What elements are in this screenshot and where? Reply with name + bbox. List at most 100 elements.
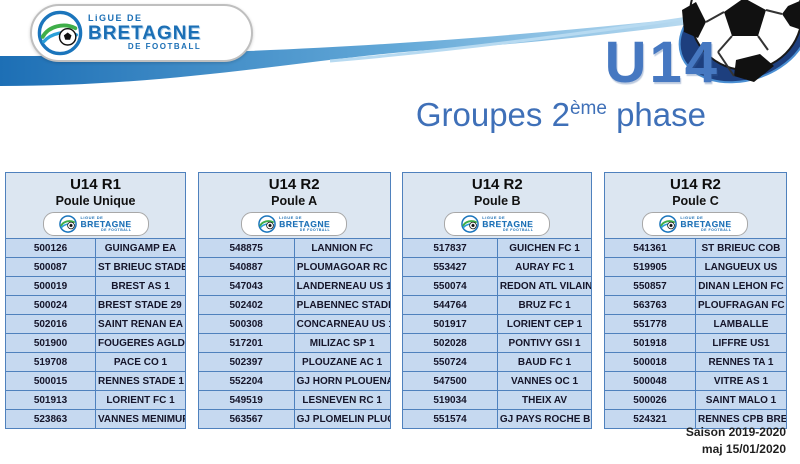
team-row: 551574 GJ PAYS ROCHE BERNARD 1 (402, 409, 593, 430)
team-row: 501917 LORIENT CEP 1 (402, 314, 593, 335)
team-code-cell: 563567 (197, 409, 295, 430)
team-row: 500019 BREST AS 1 (5, 276, 186, 297)
team-name-cell: GUINGAMP EA (95, 238, 186, 259)
team-row: 517837 GUICHEN FC 1 (402, 238, 593, 259)
logo-line-top: LiGUE DE (680, 215, 704, 221)
team-code-cell: 501917 (402, 314, 498, 335)
team-name-cell: RENNES TA 1 (694, 352, 787, 373)
logo-line-sub: DE FOOTBALL (127, 42, 202, 52)
table-title: U14 R2 (268, 176, 320, 193)
team-row: 500048 VITRE AS 1 (603, 371, 787, 392)
team-row: 551778 LAMBALLE (603, 314, 787, 335)
team-code-cell: 500126 (5, 238, 96, 259)
team-name-cell: LORIENT FC 1 (95, 390, 186, 411)
team-code-cell: 544764 (402, 295, 498, 316)
team-code-cell: 552204 (197, 371, 295, 392)
team-row: 500308 CONCARNEAU US 1 (197, 314, 391, 335)
footer: Saison 2019-2020 maj 15/01/2020 (686, 424, 786, 458)
team-row: 519708 PACE CO 1 (5, 352, 186, 373)
group-table: U14 R2 Poule A (197, 171, 391, 430)
team-name-cell: FOUGERES AGLD 1 (95, 333, 186, 354)
team-row: 500087 ST BRIEUC STADE (5, 257, 186, 278)
table-logo: LiGUE DE BRETAGNE DE FOOTBALL (642, 212, 749, 237)
team-code-cell: 548875 (197, 238, 295, 259)
table-logo: LiGUE DE BRETAGNE DE FOOTBALL (241, 212, 348, 237)
team-name-cell: LESNEVEN RC 1 (293, 390, 391, 411)
logo-line-top: LiGUE DE (88, 13, 143, 24)
table-title: U14 R2 (670, 176, 721, 193)
table-poule: Poule B (474, 194, 521, 209)
team-code-cell: 523863 (5, 409, 96, 430)
soccer-ball-icon (640, 0, 800, 92)
team-name-cell: RENNES STADE 1 (95, 371, 186, 392)
table-title: U14 R1 (70, 176, 121, 193)
league-logo: LiGUE DE BRETAGNE DE FOOTBALL (30, 4, 253, 62)
team-row: 500015 RENNES STADE 1 (5, 371, 186, 392)
team-code-cell: 551778 (603, 314, 696, 335)
team-code-cell: 549519 (197, 390, 295, 411)
team-list: 517837 GUICHEN FC 1 553427 AURAY FC 1 55… (402, 238, 593, 430)
team-row: 501913 LORIENT FC 1 (5, 390, 186, 411)
team-row: 550724 BAUD FC 1 (402, 352, 593, 373)
logo-text: LiGUE DE BRETAGNE DE FOOTBALL (680, 216, 731, 232)
team-code-cell: 501900 (5, 333, 96, 354)
team-code-cell: 500048 (603, 371, 696, 392)
team-code-cell: 550724 (402, 352, 498, 373)
team-row: 540887 PLOUMAGOAR RC (197, 257, 391, 278)
team-row: 523863 VANNES MENIMUR 1 (5, 409, 186, 430)
team-code-cell: 502016 (5, 314, 96, 335)
team-name-cell: ST BRIEUC STADE (95, 257, 186, 278)
team-code-cell: 551574 (402, 409, 498, 430)
team-code-cell: 500015 (5, 371, 96, 392)
team-name-cell: PLABENNEC STADE (293, 295, 391, 316)
team-name-cell: GJ PLOMELIN PLUGUFFAN 1 (293, 409, 391, 430)
team-row: 541361 ST BRIEUC COB (603, 238, 787, 259)
footer-season: Saison 2019-2020 (685, 425, 786, 440)
team-code-cell: 500026 (603, 390, 696, 411)
team-code-cell: 502402 (197, 295, 295, 316)
team-row: 501918 LIFFRE US1 (603, 333, 787, 354)
team-code-cell: 550074 (402, 276, 498, 297)
team-name-cell: BREST AS 1 (95, 276, 186, 297)
team-code-cell: 541361 (603, 238, 696, 259)
logo-line-top: LiGUE DE (482, 215, 506, 221)
team-code-cell: 500087 (5, 257, 96, 278)
group-table: U14 R1 Poule Unique (5, 171, 186, 430)
team-code-cell: 501918 (603, 333, 696, 354)
team-name-cell: GUICHEN FC 1 (496, 238, 593, 259)
team-code-cell: 563763 (603, 295, 696, 316)
team-row: 553427 AURAY FC 1 (402, 257, 593, 278)
table-title: U14 R2 (471, 176, 523, 193)
logo-emblem-icon (659, 215, 678, 234)
team-name-cell: LANDERNEAU US 1 (293, 276, 391, 297)
team-row: 517201 MILIZAC SP 1 (197, 333, 391, 354)
team-code-cell: 553427 (402, 257, 498, 278)
logo-line-main: BRETAGNE (80, 219, 132, 230)
team-name-cell: THEIX AV (496, 390, 593, 411)
logo-line-main: BRETAGNE (88, 22, 202, 44)
logo-line-top: LiGUE DE (279, 215, 302, 221)
team-code-cell: 517837 (402, 238, 498, 259)
subtitle-superscript: ème (569, 98, 607, 119)
logo-text: LiGUE DE BRETAGNE DE FOOTBALL (80, 216, 131, 232)
team-name-cell: DINAN LEHON FC (694, 276, 787, 297)
table-header: U14 R2 Poule B (402, 171, 593, 240)
team-row: 500018 RENNES TA 1 (603, 352, 787, 373)
team-code-cell: 502397 (197, 352, 295, 373)
team-name-cell: PONTIVY GSI 1 (496, 333, 593, 354)
team-row: 552204 GJ HORN PLOUENAN 1 (197, 371, 391, 392)
team-name-cell: VITRE AS 1 (694, 371, 787, 392)
table-poule: Poule Unique (55, 194, 136, 209)
team-name-cell: LAMBALLE (694, 314, 787, 335)
team-row: 547500 VANNES OC 1 (402, 371, 593, 392)
page-subtitle: Groupes 2ème phase (416, 98, 706, 131)
team-row: 502402 PLABENNEC STADE (197, 295, 391, 316)
team-code-cell: 517201 (197, 333, 295, 354)
team-name-cell: LORIENT CEP 1 (496, 314, 593, 335)
page-title: U14 (604, 30, 720, 95)
team-code-cell: 519034 (402, 390, 498, 411)
team-name-cell: ST BRIEUC COB (694, 238, 787, 259)
team-name-cell: MILIZAC SP 1 (293, 333, 391, 354)
logo-line-sub: DE FOOTBALL (101, 227, 132, 232)
team-row: 544764 BRUZ FC 1 (402, 295, 593, 316)
